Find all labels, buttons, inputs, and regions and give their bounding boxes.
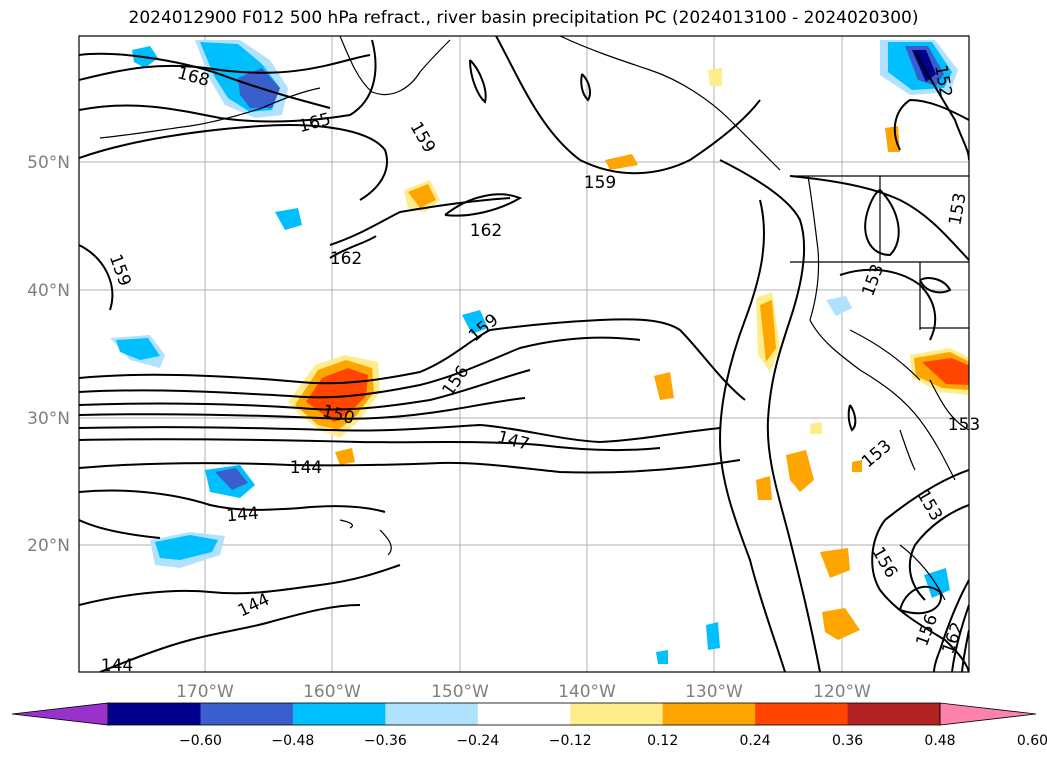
colorbar-swatch <box>847 703 941 725</box>
colorbar-swatch <box>662 703 756 725</box>
colorbar-swatch <box>108 703 201 725</box>
lat-label-30n: 30°N <box>27 409 70 429</box>
colorbar-tick-label: −0.24 <box>456 733 499 749</box>
colorbar-tick-label: −0.12 <box>549 733 592 749</box>
colorbar-tick-label: 0.12 <box>647 733 678 749</box>
colorbar-extend-low <box>11 702 109 726</box>
contour-label: 144 <box>290 458 322 478</box>
lon-label-130w: 130°W <box>685 682 743 702</box>
contour-label: 162 <box>330 249 362 269</box>
longitude-labels: 170°W 160°W 150°W 140°W 130°W 120°W <box>176 682 871 702</box>
contour-label: 162 <box>470 221 502 241</box>
map-border <box>78 35 970 673</box>
lon-label-150w: 150°W <box>431 682 489 702</box>
map-title: 2024012900 F012 500 hPa refract., river … <box>128 8 919 28</box>
negative-anomaly-shading <box>110 40 958 664</box>
colorbar-tick-label: 0.48 <box>924 733 955 749</box>
colorbar-outline <box>107 702 941 726</box>
map-area <box>79 36 969 672</box>
colorbar-tick-label: −0.48 <box>271 733 314 749</box>
refractivity-contours <box>79 36 969 672</box>
lat-label-20n: 20°N <box>27 536 70 556</box>
colorbar-tick-label: 0.60 <box>1017 733 1047 749</box>
lat-label-50n: 50°N <box>27 153 70 173</box>
lon-label-160w: 160°W <box>303 682 361 702</box>
colorbar-tick-label: 0.36 <box>832 733 863 749</box>
colorbar-extend-high <box>939 702 1037 726</box>
contour-label: 153 <box>948 415 980 435</box>
contour-label: 159 <box>584 173 616 193</box>
colorbar-swatch <box>477 703 571 725</box>
lon-label-120w: 120°W <box>813 682 871 702</box>
coastlines <box>99 36 969 601</box>
colorbar-swatch <box>385 703 479 725</box>
latitude-labels: 50°N 40°N 30°N 20°N <box>27 153 70 556</box>
colorbar-tick-label: −0.36 <box>364 733 407 749</box>
colorbar-swatch <box>200 703 294 725</box>
lat-label-40n: 40°N <box>27 281 70 301</box>
contour-label: 144 <box>101 656 133 676</box>
colorbar-swatch <box>292 703 386 725</box>
lon-label-140w: 140°W <box>558 682 616 702</box>
colorbar-swatch <box>755 703 849 725</box>
colorbar-swatch <box>570 703 664 725</box>
lon-label-170w: 170°W <box>176 682 234 702</box>
colorbar-tick-label: −0.60 <box>179 733 222 749</box>
colorbar: −0.60 −0.48 −0.36 −0.24 −0.12 0.12 0.24 0.36 0.4… <box>11 702 1047 749</box>
colorbar-tick-label: 0.24 <box>740 733 771 749</box>
contour-label: 144 <box>226 504 260 527</box>
